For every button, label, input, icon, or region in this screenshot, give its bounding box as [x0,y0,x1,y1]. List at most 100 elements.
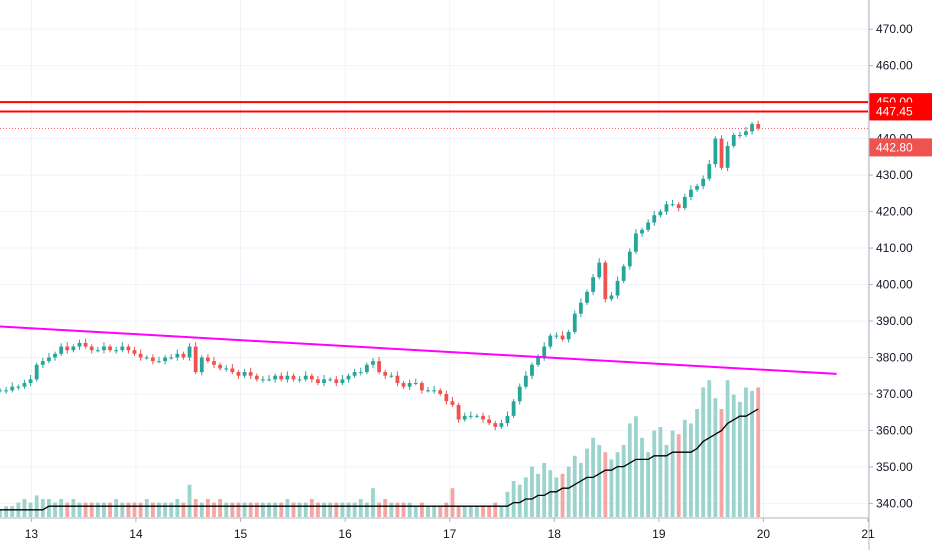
candle[interactable] [462,415,467,420]
candle[interactable] [230,368,235,373]
candle[interactable] [316,379,320,384]
candle[interactable] [676,204,681,208]
candle[interactable] [169,357,174,359]
candle[interactable] [205,357,210,362]
candle[interactable] [53,353,57,358]
price-axis[interactable]: 340.00 350.00 360.00 370.00 380.00 390.00 400.… [868,0,932,550]
candle[interactable] [548,335,553,347]
candle[interactable] [517,386,522,402]
candle[interactable] [108,346,112,351]
candle[interactable] [285,375,290,380]
candle[interactable] [737,134,742,136]
candle[interactable] [273,375,278,380]
candle[interactable] [401,383,406,387]
candle[interactable] [383,372,388,376]
candle[interactable] [0,390,2,392]
candle[interactable] [114,350,119,352]
candle[interactable] [28,379,33,384]
candle[interactable] [615,280,620,296]
candle[interactable] [309,375,314,380]
candle[interactable] [212,361,216,365]
candle[interactable] [199,357,204,373]
candle[interactable] [157,361,161,363]
candle[interactable] [71,346,76,351]
time-axis[interactable]: 13 14 15 16 17 18 19 20 21 [0,517,875,541]
candle[interactable] [627,251,632,267]
candle[interactable] [566,331,571,340]
candle[interactable] [95,350,100,352]
candle[interactable] [132,350,137,354]
candle[interactable] [640,229,644,234]
candle[interactable] [701,178,706,187]
candle[interactable] [10,386,15,391]
candle[interactable] [481,415,485,420]
candle[interactable] [126,346,131,351]
candle[interactable] [475,415,479,417]
candle[interactable] [16,386,21,388]
candle[interactable] [456,404,461,420]
candle[interactable] [658,211,663,216]
candle[interactable] [646,222,651,230]
candle[interactable] [224,368,229,370]
candle[interactable] [530,364,534,376]
candle[interactable] [102,346,106,351]
candle[interactable] [450,401,455,405]
price-candles[interactable] [0,120,761,431]
candle[interactable] [150,357,155,362]
candle[interactable] [120,346,125,351]
candle[interactable] [181,353,186,358]
candle[interactable] [572,313,577,332]
candle[interactable] [371,361,375,365]
candle[interactable] [707,164,712,179]
candle[interactable] [267,379,271,381]
candle[interactable] [731,134,736,146]
candle[interactable] [438,390,443,394]
candle[interactable] [603,262,608,300]
candle[interactable] [554,335,559,337]
candle[interactable] [505,415,510,424]
candle[interactable] [420,383,424,391]
candle[interactable] [499,423,504,427]
candle[interactable] [334,379,339,384]
candle[interactable] [756,124,761,129]
candle[interactable] [523,375,528,387]
candle[interactable] [47,357,51,362]
candle[interactable] [542,346,547,358]
candle[interactable] [77,342,82,347]
candle[interactable] [193,346,198,373]
candle[interactable] [585,291,589,303]
candle[interactable] [432,390,437,392]
candle[interactable] [303,375,308,380]
candle[interactable] [511,401,516,416]
candle[interactable] [725,145,730,168]
candle[interactable] [695,186,699,190]
candle[interactable] [621,266,626,281]
candle[interactable] [40,361,45,365]
candle[interactable] [138,353,143,358]
candle[interactable] [713,138,718,165]
candle[interactable] [634,233,638,252]
candle[interactable] [328,379,333,381]
candle[interactable] [236,372,241,376]
candle[interactable] [578,302,583,314]
candle[interactable] [187,346,192,358]
candle[interactable] [89,346,94,351]
candle[interactable] [297,379,302,381]
candle[interactable] [352,372,357,376]
candle[interactable] [652,215,657,223]
candle[interactable] [291,375,296,380]
candle[interactable] [609,295,614,300]
candle[interactable] [65,346,70,351]
drawn-lines[interactable] [0,101,868,375]
candle[interactable] [377,361,381,373]
candle[interactable] [358,372,363,374]
candle[interactable] [242,372,247,376]
candle[interactable] [254,375,259,380]
candle[interactable] [279,375,284,380]
candle[interactable] [719,138,724,168]
candle[interactable] [426,390,430,392]
candle[interactable] [144,357,149,359]
candle[interactable] [407,383,412,387]
